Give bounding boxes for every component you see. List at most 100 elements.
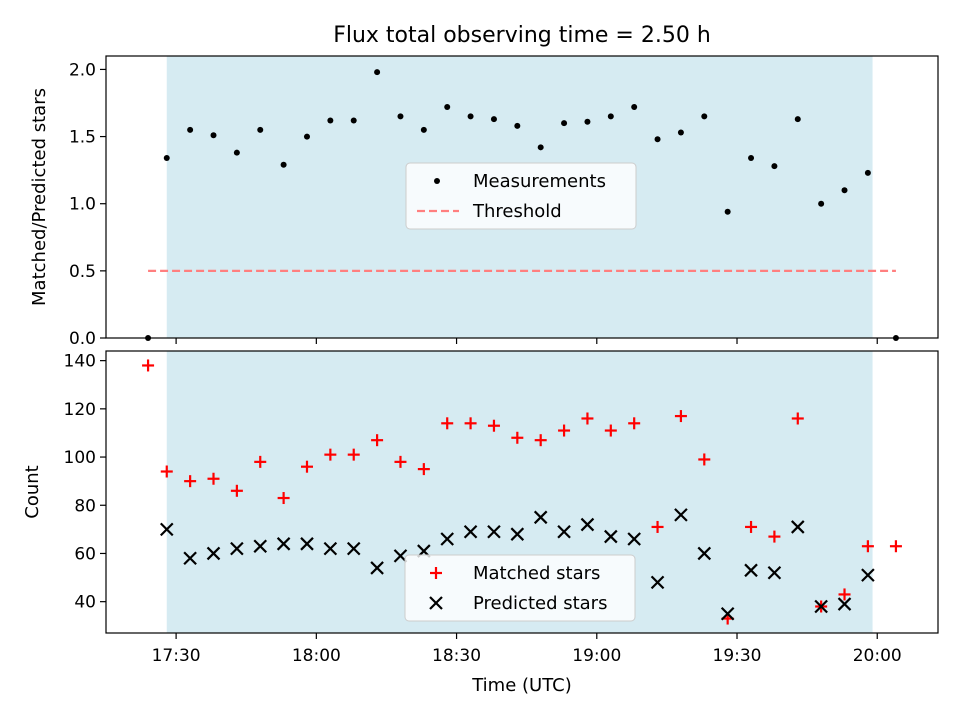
measurements-point-13 [444,104,451,111]
predicted-stars-point-2 [206,546,221,561]
predicted-stars-point-5 [276,537,291,551]
predicted-stars-point-24 [720,606,735,621]
legend-matched-marker [430,567,442,579]
predicted-stars-point-16 [533,510,548,525]
matched-stars-point-23 [674,410,687,423]
measurements-point-20 [607,113,614,120]
matched-stars-point-4 [230,484,243,497]
matched-stars-point-7 [300,460,313,473]
marks-top [145,69,899,341]
matched-stars-point-11 [394,455,407,468]
measurements-point-22 [654,136,661,143]
legend-predicted-label: Predicted stars [473,593,607,614]
predicted-stars-point-27 [790,520,805,534]
xtick-label-2: 18:30 [432,646,481,666]
measurements-point-18 [561,120,568,127]
marks-bottom [142,359,902,625]
panel-top: 0.00.51.01.52.0 Matched/Predicted stars … [29,55,939,349]
measurements-point-7 [303,133,310,140]
predicted-stars-point-20 [627,532,641,546]
predicted-stars-point-12 [440,532,454,546]
predicted-stars-point-10 [393,549,408,563]
measurements-point-15 [490,116,497,123]
xtick-label-3: 19:00 [572,646,621,666]
ytick-label-top-3: 1.5 [69,128,96,148]
matched-stars-point-9 [347,448,360,461]
predicted-stars-point-9 [370,561,384,575]
legend-matched-label: Matched stars [473,563,600,584]
measurements-point-19 [584,118,591,125]
measurements-point-26 [748,155,755,162]
matched-stars-point-14 [464,417,477,430]
ytick-label-bottom-4: 120 [64,400,96,420]
measurements-point-29 [818,200,825,207]
predicted-stars-point-19 [604,529,618,544]
predicted-stars-point-25 [744,563,758,578]
measurements-point-28 [794,116,801,123]
matched-stars-point-28 [791,412,804,425]
measurements-point-12 [420,126,427,133]
frame-top [105,55,939,339]
matched-stars-point-26 [745,520,758,533]
matched-stars-point-18 [558,424,571,437]
matched-stars-point-19 [581,412,594,425]
xtick-label-0: 17:30 [152,646,201,666]
matched-stars-point-6 [277,492,290,505]
matched-stars-point-22 [651,520,664,533]
measurements-point-27 [771,163,778,170]
matched-stars-point-13 [441,417,454,430]
measurements-point-24 [701,113,708,120]
predicted-stars-point-7 [323,541,338,556]
predicted-stars-point-17 [557,524,571,539]
legend-bottom-box [404,554,636,622]
matched-stars-point-3 [207,472,220,485]
predicted-stars-point-21 [650,575,665,590]
measurements-point-16 [514,122,521,129]
predicted-stars-point-8 [346,541,361,556]
measurements-point-2 [187,126,194,133]
measurements-point-4 [233,149,240,156]
ytick-label-bottom-5: 140 [64,352,96,372]
matched-stars-point-10 [371,434,384,447]
xtick-label-4: 19:30 [713,646,762,666]
measurements-point-17 [537,144,544,151]
predicted-stars-point-4 [253,539,268,554]
frame-bottom [105,350,939,634]
legend-measurements-marker [434,178,440,184]
predicted-stars-point-28 [814,599,828,614]
yticks-bottom: 40 60 80 100 120 140 [64,352,106,613]
predicted-stars-point-3 [230,541,244,556]
matched-stars-point-30 [838,588,851,601]
legend-threshold-label: Threshold [472,201,562,222]
ytick-label-bottom-2: 80 [74,496,96,516]
ylabel-bottom: Count [22,465,43,518]
ytick-label-bottom-0: 40 [74,593,96,613]
xlabel-bottom: Time (UTC) [471,675,572,696]
matched-stars-point-15 [487,419,500,432]
predicted-stars-point-26 [767,565,782,580]
measurements-point-31 [864,169,871,176]
measurements-point-10 [374,69,381,76]
xtick-label-1: 18:00 [292,646,341,666]
yticks-top: 0.0 0.5 1.0 1.5 2.0 [69,60,106,349]
matched-stars-point-31 [861,540,874,553]
measurements-point-8 [327,117,334,124]
measurements-point-11 [397,113,404,120]
legend-measurements-label: Measurements [473,171,606,192]
measurements-point-3 [210,132,217,139]
predicted-stars-point-6 [300,537,314,551]
panel-bottom: 40 60 80 100 120 140 17:30 18:00 18:30 19:00 19:3… [22,350,939,696]
matched-stars-point-2 [184,475,197,488]
matched-stars-point-24 [698,453,711,466]
predicted-stars-point-14 [487,524,501,539]
measurements-point-14 [467,113,474,120]
chart-title: Flux total observing time = 2.50 h [333,23,711,48]
ytick-label-top-1: 0.5 [69,262,96,282]
measurements-point-9 [350,117,357,124]
measurements-point-23 [677,129,684,136]
matched-stars-point-21 [628,417,641,430]
ytick-label-top-2: 1.0 [69,195,96,215]
ytick-label-top-0: 0.0 [69,329,96,349]
predicted-stars-point-18 [580,517,595,532]
measurements-point-6 [280,161,287,168]
